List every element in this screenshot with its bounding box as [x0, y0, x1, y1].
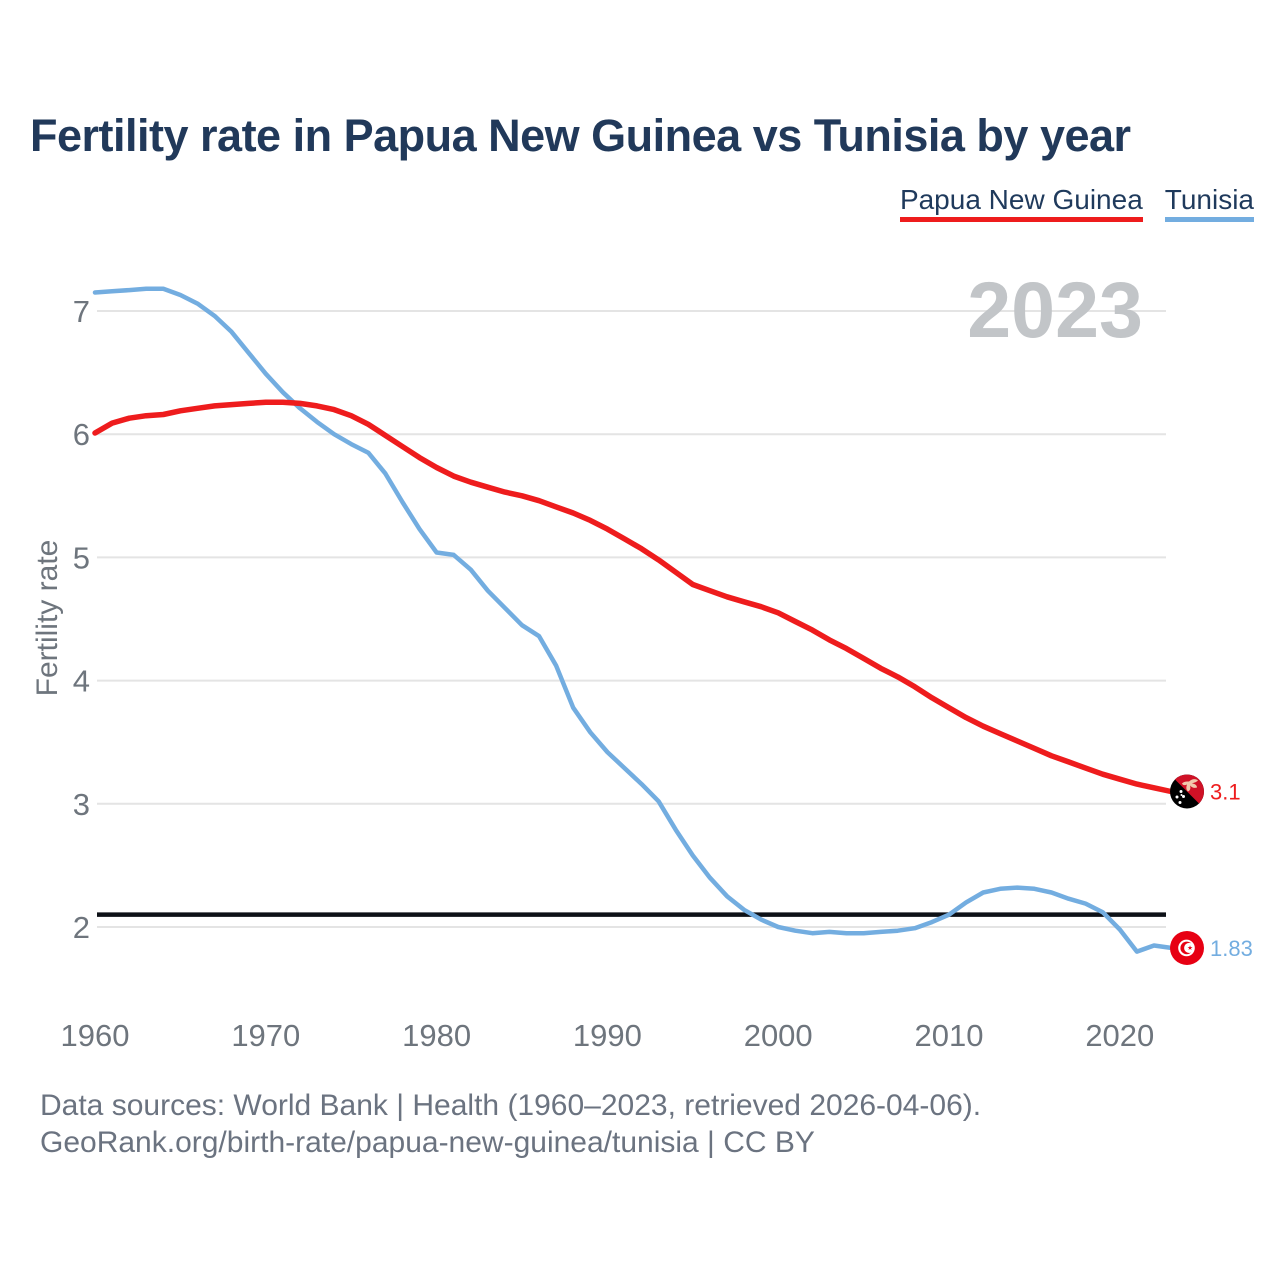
legend-item-tunisia[interactable]: Tunisia — [1164, 184, 1254, 222]
y-tick-label-6: 6 — [73, 417, 90, 452]
legend-item-papua-new-guinea[interactable]: Papua New Guinea — [899, 184, 1143, 222]
x-tick-label-1980: 1980 — [402, 1018, 471, 1053]
x-tick-label-2010: 2010 — [915, 1018, 984, 1053]
tunisia-series-line — [92, 286, 1174, 954]
axis-layer: 2 3 4 5 6 7 1960 1970 1980 1990 2000 2010 2020 — [61, 294, 1155, 1053]
x-tick-label-2020: 2020 — [1085, 1018, 1154, 1053]
watermark-year: 2023 — [967, 265, 1143, 354]
papua-new-guinea-flag-icon — [1170, 774, 1204, 809]
tunisia-flag-icon: ★ — [1170, 930, 1204, 965]
page-title: Fertility rate in Papua New Guinea vs Tu… — [30, 110, 1131, 161]
tunisia-end-value-label: 1.83 — [1210, 936, 1253, 961]
svg-text:★: ★ — [1187, 944, 1193, 952]
series-layer — [92, 286, 1174, 954]
x-tick-label-1970: 1970 — [231, 1018, 300, 1053]
marker-layer: 3.1 ★ 1.83 — [1170, 774, 1253, 965]
y-tick-label-2: 2 — [73, 910, 90, 945]
y-tick-label-4: 4 — [73, 664, 90, 699]
x-tick-label-1960: 1960 — [61, 1018, 130, 1053]
x-tick-label-1990: 1990 — [573, 1018, 642, 1053]
source-attribution: Data sources: World Bank | Health (1960–… — [40, 1087, 981, 1161]
y-tick-label-5: 5 — [73, 540, 90, 575]
papua-new-guinea-end-value-label: 3.1 — [1210, 779, 1241, 804]
y-axis-title: Fertility rate — [31, 539, 64, 697]
grid-layer — [97, 310, 1166, 928]
papua-new-guinea-series-line — [92, 399, 1174, 795]
license-line: GeoRank.org/birth-rate/papua-new-guinea/… — [40, 1126, 815, 1159]
y-tick-label-3: 3 — [73, 787, 90, 822]
legend: Papua New Guinea Tunisia — [899, 184, 1254, 222]
y-tick-label-7: 7 — [73, 294, 90, 329]
source-line: Data sources: World Bank | Health (1960–… — [40, 1089, 982, 1122]
x-tick-label-2000: 2000 — [744, 1018, 813, 1053]
